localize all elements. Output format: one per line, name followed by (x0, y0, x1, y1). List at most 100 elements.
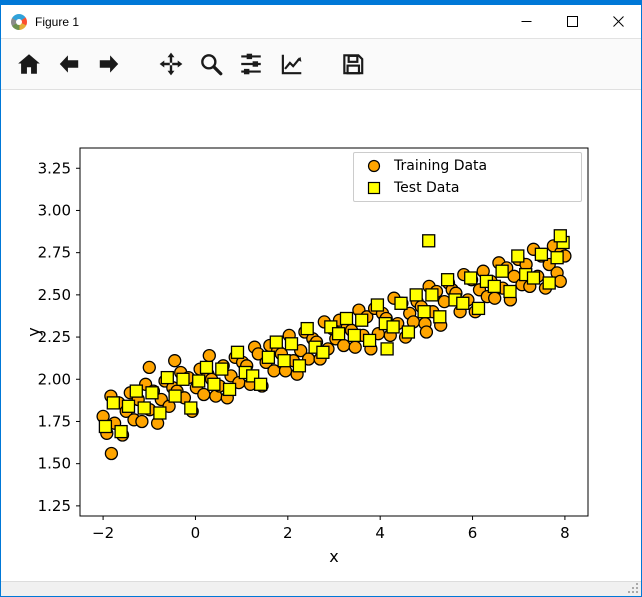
test-point (121, 399, 136, 413)
test-point (487, 279, 501, 294)
test-point (425, 288, 439, 302)
training-point (104, 446, 119, 461)
test-point (380, 342, 394, 356)
y-tick-label: 2.00 (38, 370, 71, 388)
minimize-button[interactable] (503, 5, 549, 38)
x-tick-label: 0 (191, 524, 201, 542)
test-point (168, 389, 182, 403)
forward-arrow-icon (99, 55, 119, 73)
test-point (534, 247, 549, 261)
test-point (98, 419, 113, 434)
x-tick-label: 8 (560, 524, 570, 542)
test-point (160, 370, 174, 385)
back-button[interactable] (49, 44, 89, 84)
test-point (192, 374, 206, 388)
status-bar (1, 581, 641, 596)
test-point (184, 401, 198, 415)
test-point (550, 251, 564, 265)
y-tick-label: 2.50 (38, 286, 71, 304)
test-point (355, 313, 369, 327)
home-icon (18, 54, 40, 74)
y-tick-label: 2.75 (38, 244, 71, 262)
test-point (230, 345, 245, 359)
x-tick-label: 4 (375, 524, 385, 542)
y-axis-label: y (24, 327, 43, 336)
y-tick-label: 1.25 (38, 497, 71, 515)
window-controls (503, 5, 641, 38)
configure-subplots-button[interactable] (231, 44, 271, 84)
test-point (362, 333, 377, 348)
y-tick-label: 3.25 (38, 159, 71, 177)
training-point (553, 274, 567, 289)
test-data-marker-icon (354, 181, 394, 195)
plot-area[interactable]: −2 0 2 4 6 8 1.25 1.50 1.75 2.00 2.25 2.50 2.75 3.00 3… (1, 90, 641, 581)
test-point (503, 284, 517, 299)
y-tick-label: 1.50 (38, 455, 71, 473)
test-point (129, 384, 143, 398)
x-tick-label: 2 (283, 524, 293, 542)
test-point (440, 273, 455, 287)
training-point (202, 348, 216, 363)
test-point (370, 298, 385, 312)
close-button[interactable] (595, 5, 641, 38)
test-point (106, 396, 120, 410)
test-point (277, 354, 291, 368)
minimize-icon (521, 21, 531, 22)
figure-canvas[interactable]: −2 0 2 4 6 8 1.25 1.50 1.75 2.00 2.25 2.50 2.75 3.00 3… (1, 90, 641, 581)
test-point (386, 320, 400, 334)
test-point (409, 288, 423, 302)
window-title: Figure 1 (35, 14, 80, 29)
save-button[interactable] (333, 44, 373, 84)
test-point (394, 296, 408, 310)
x-tick-label: 6 (468, 524, 478, 542)
training-point (142, 360, 156, 375)
y-tick-label: 2.25 (38, 328, 71, 346)
test-point (145, 386, 159, 400)
training-data-marker-icon (354, 159, 394, 173)
forward-button[interactable] (89, 44, 129, 84)
test-point (511, 249, 525, 263)
maximize-icon (566, 16, 578, 27)
test-point (542, 276, 556, 290)
test-point (553, 229, 567, 243)
test-point (331, 327, 346, 341)
test-point (176, 372, 190, 386)
back-arrow-icon (59, 55, 79, 73)
test-point (222, 382, 237, 397)
resize-grip-icon[interactable] (627, 582, 639, 594)
test-point (284, 337, 299, 351)
save-icon (343, 54, 364, 75)
test-point (526, 271, 541, 285)
matplotlib-logo-icon (11, 13, 27, 30)
test-point (137, 401, 151, 415)
legend[interactable]: Training Data Test Data (353, 152, 582, 202)
y-tick-label: 3.00 (38, 201, 71, 219)
maximize-button[interactable] (549, 5, 595, 38)
zoom-icon (201, 54, 223, 76)
pan-icon (159, 52, 183, 76)
title-bar[interactable]: Figure 1 (1, 5, 641, 38)
training-point (488, 291, 502, 305)
y-tick-label: 1.75 (38, 412, 71, 430)
x-tick-label: −2 (92, 524, 114, 542)
training-point (135, 414, 149, 429)
test-point (456, 296, 470, 310)
test-point (261, 350, 276, 364)
legend-entry-training: Training Data (354, 155, 581, 177)
test-point (269, 335, 283, 349)
home-button[interactable] (9, 44, 49, 84)
zoom-button[interactable] (191, 44, 231, 84)
training-point (348, 340, 362, 354)
navigation-toolbar (1, 38, 641, 90)
x-axis-label: x (329, 547, 338, 566)
test-point (339, 311, 354, 326)
edit-parameters-icon (281, 54, 302, 75)
test-point (292, 359, 307, 373)
test-point (347, 328, 361, 343)
edit-parameters-button[interactable] (271, 44, 311, 84)
pan-button[interactable] (151, 44, 191, 84)
test-point (153, 406, 167, 420)
test-point (207, 377, 221, 391)
legend-label-training: Training Data (394, 158, 488, 174)
